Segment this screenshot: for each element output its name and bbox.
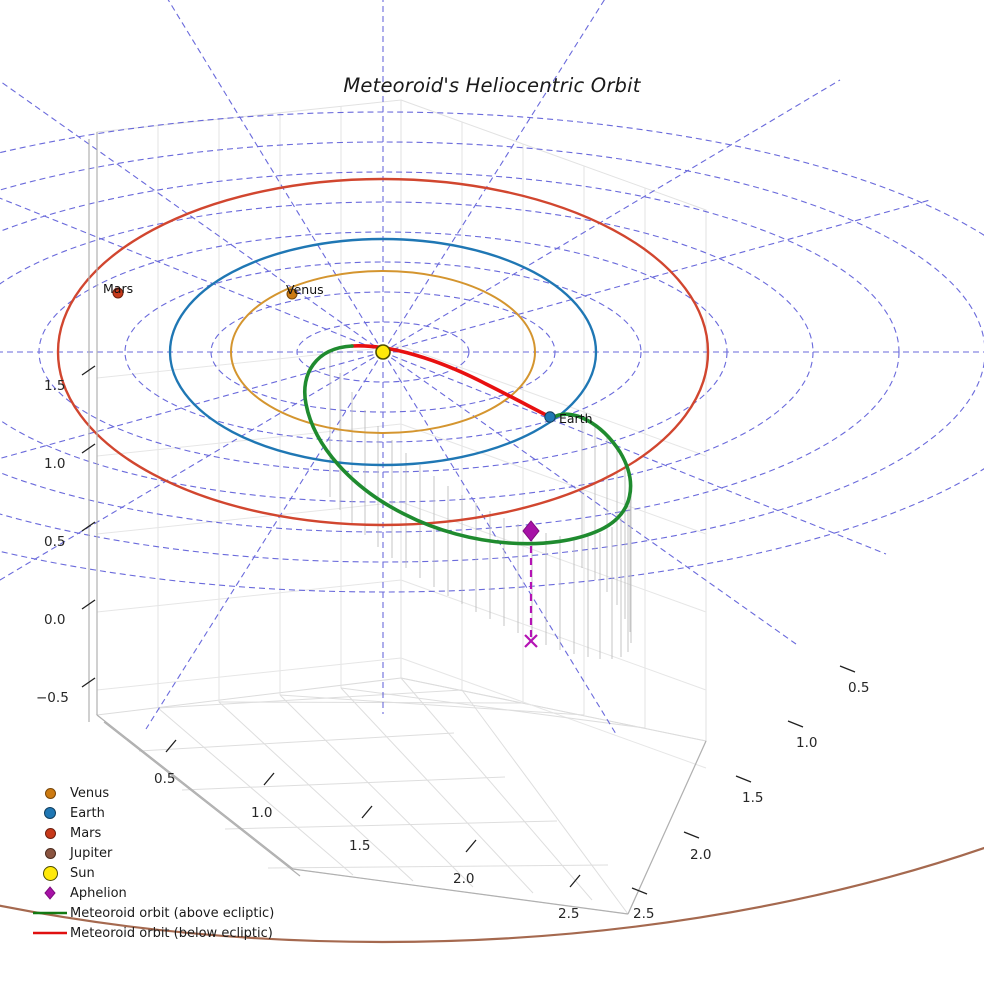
sun-legend-marker-icon	[30, 865, 70, 881]
earth-marker	[544, 411, 556, 423]
legend-item-earth[interactable]: Earth	[30, 803, 330, 823]
venus-orbit	[230, 270, 536, 434]
venus-legend-marker-icon	[30, 787, 70, 799]
earth-annotation-label: Earth	[559, 411, 593, 426]
meteoroid-orbit-above-ecliptic	[303, 344, 633, 546]
y-tick-label: 1.5	[742, 790, 764, 806]
x-tick-label: 2.5	[558, 906, 580, 922]
legend-label: Mars	[70, 825, 102, 841]
venus-annotation-label: Venus	[286, 282, 324, 297]
legend-item-mars[interactable]: Mars	[30, 823, 330, 843]
mars-orbit	[56, 177, 710, 527]
z-tick-label: 1.5	[44, 378, 66, 394]
aphelion-marker	[522, 520, 540, 542]
venus-marker	[286, 288, 298, 300]
aphelion-legend-marker-icon	[30, 885, 70, 901]
left-pane-z-gridlines	[96, 345, 402, 691]
legend-label: Sun	[70, 865, 95, 881]
y-tick-label: 2.5	[633, 906, 655, 922]
legend-label: Meteoroid orbit (below ecliptic)	[70, 925, 273, 941]
aphelion-projection-x-icon	[524, 634, 538, 648]
legend-label: Jupiter	[70, 845, 113, 861]
legend-label: Venus	[70, 785, 110, 801]
legend-item-aphelion[interactable]: Aphelion	[30, 883, 330, 903]
legend-item-orbit-below-ecliptic[interactable]: Meteoroid orbit (below ecliptic)	[30, 923, 330, 943]
axis-tickmarks	[81, 365, 856, 895]
legend-item-jupiter[interactable]: Jupiter	[30, 843, 330, 863]
z-tick-label: −0.5	[36, 690, 69, 706]
legend-item-orbit-above-ecliptic[interactable]: Meteoroid orbit (above ecliptic)	[30, 903, 330, 923]
z-tick-label: 0.5	[44, 534, 66, 550]
green-line-swatch-icon	[30, 908, 70, 918]
floor-gridlines-x	[138, 687, 646, 869]
mars-legend-marker-icon	[30, 827, 70, 839]
mars-annotation-label: Mars	[103, 281, 134, 296]
y-tick-label: 0.5	[848, 680, 870, 696]
legend-item-venus[interactable]: Venus	[30, 783, 330, 803]
legend-label: Earth	[70, 805, 105, 821]
ecliptic-polar-grid	[0, 0, 984, 735]
x-tick-label: 1.0	[251, 805, 273, 821]
z-tick-label: 1.0	[44, 456, 66, 472]
x-tick-label: 1.5	[349, 838, 371, 854]
axis-spines	[88, 132, 707, 915]
y-tick-label: 2.0	[690, 847, 712, 863]
right-pane-z-gridlines	[400, 345, 707, 769]
jupiter-orbit	[0, 846, 984, 943]
x-tick-label: 0.5	[154, 771, 176, 787]
legend-item-sun[interactable]: Sun	[30, 863, 330, 883]
orbit-stem-lines	[329, 352, 632, 659]
sun-marker	[375, 344, 391, 360]
earth-legend-marker-icon	[30, 807, 70, 819]
chart-title: Meteoroid's Heliocentric Orbit	[343, 74, 641, 97]
x-tick-label: 2.0	[453, 871, 475, 887]
earth-orbit	[168, 237, 598, 467]
legend: Venus Earth Mars Jupiter Sun	[30, 783, 330, 943]
legend-label: Meteoroid orbit (above ecliptic)	[70, 905, 275, 921]
z-tick-label: 0.0	[44, 612, 66, 628]
legend-label: Aphelion	[70, 885, 127, 901]
jupiter-legend-marker-icon	[30, 847, 70, 859]
mars-marker	[112, 287, 124, 299]
red-line-swatch-icon	[30, 928, 70, 938]
y-tick-label: 1.0	[796, 735, 818, 751]
left-pane-gridlines	[157, 106, 342, 708]
